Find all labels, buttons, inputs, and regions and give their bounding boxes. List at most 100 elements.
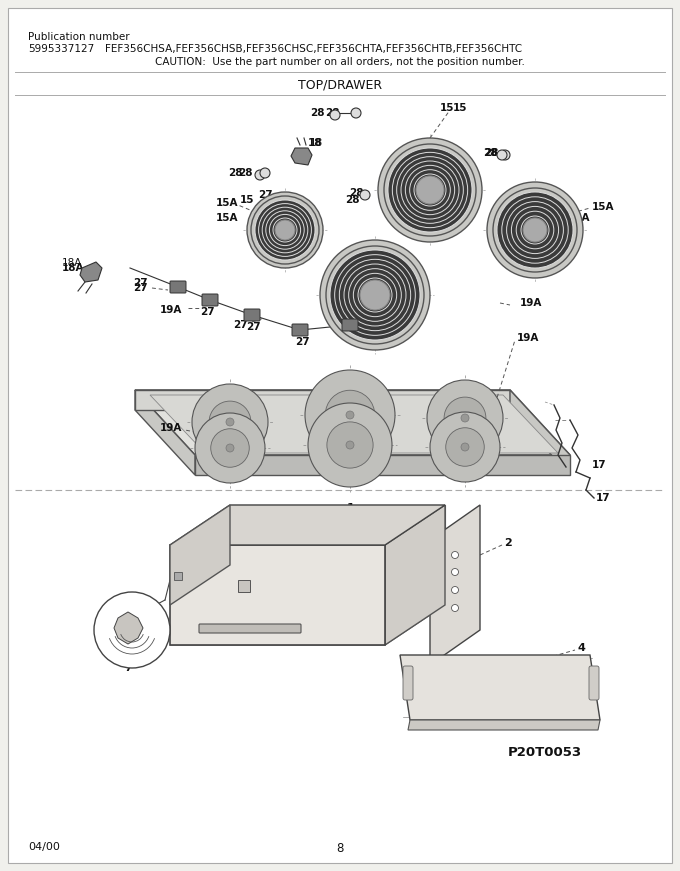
Text: 15A: 15A (592, 202, 615, 212)
Circle shape (330, 110, 340, 120)
Polygon shape (114, 612, 143, 644)
Text: 27: 27 (258, 190, 273, 200)
Text: 18: 18 (310, 138, 323, 148)
Polygon shape (170, 545, 385, 645)
Text: 19: 19 (354, 473, 369, 483)
Circle shape (192, 384, 268, 460)
Circle shape (342, 262, 408, 328)
Circle shape (398, 159, 461, 221)
Text: 27: 27 (200, 307, 215, 317)
Text: CAUTION:  Use the part number on all orders, not the position number.: CAUTION: Use the part number on all orde… (155, 57, 525, 67)
Polygon shape (400, 655, 600, 720)
Circle shape (275, 220, 295, 240)
Text: 15A: 15A (216, 198, 239, 208)
Circle shape (430, 412, 500, 482)
Polygon shape (150, 395, 558, 453)
Circle shape (506, 201, 564, 259)
Circle shape (325, 390, 375, 440)
FancyBboxPatch shape (170, 281, 186, 293)
Circle shape (497, 192, 573, 268)
FancyBboxPatch shape (199, 624, 301, 633)
Text: FEF356CHSA,FEF356CHSB,FEF356CHSC,FEF356CHTA,FEF356CHTB,FEF356CHTC: FEF356CHSA,FEF356CHSB,FEF356CHSC,FEF356C… (105, 44, 522, 54)
FancyBboxPatch shape (589, 666, 599, 700)
Circle shape (497, 150, 507, 160)
Text: 19A: 19A (520, 298, 543, 308)
Circle shape (360, 280, 390, 310)
Text: 28: 28 (483, 148, 498, 158)
Circle shape (346, 411, 354, 419)
Text: 1: 1 (347, 503, 355, 513)
Circle shape (416, 176, 444, 204)
Text: 15: 15 (440, 103, 454, 113)
Circle shape (452, 569, 458, 576)
Circle shape (461, 414, 469, 422)
Text: 15: 15 (453, 103, 468, 113)
Text: 27: 27 (133, 283, 148, 293)
Circle shape (330, 250, 420, 340)
Circle shape (195, 413, 265, 483)
Circle shape (452, 586, 458, 593)
Circle shape (346, 441, 354, 449)
FancyBboxPatch shape (202, 294, 218, 306)
Text: 28: 28 (238, 168, 252, 178)
Text: 18A: 18A (62, 263, 84, 273)
Circle shape (530, 225, 540, 235)
Text: 17: 17 (592, 460, 607, 470)
Polygon shape (135, 390, 195, 475)
Text: 27: 27 (233, 320, 248, 330)
Text: 27: 27 (246, 322, 260, 332)
Polygon shape (135, 390, 570, 455)
Circle shape (209, 402, 251, 442)
Polygon shape (195, 455, 570, 475)
Polygon shape (230, 505, 445, 565)
Circle shape (446, 428, 484, 466)
Circle shape (523, 218, 547, 242)
FancyBboxPatch shape (342, 319, 358, 331)
Polygon shape (170, 505, 445, 545)
Circle shape (94, 592, 170, 668)
Text: 04/00: 04/00 (28, 842, 60, 852)
Text: 18: 18 (308, 138, 322, 148)
Circle shape (427, 380, 503, 456)
Polygon shape (385, 505, 445, 645)
Circle shape (308, 403, 392, 487)
Bar (238, 580, 250, 592)
Circle shape (370, 290, 380, 300)
Circle shape (351, 108, 361, 118)
Circle shape (211, 429, 250, 467)
Text: P20T0053: P20T0053 (508, 746, 582, 759)
Polygon shape (430, 505, 480, 665)
Text: 28: 28 (228, 168, 243, 178)
Text: 5995337127: 5995337127 (28, 44, 95, 54)
Text: 27: 27 (133, 278, 148, 288)
Circle shape (360, 190, 370, 200)
Circle shape (425, 185, 435, 195)
Text: 8: 8 (337, 842, 343, 855)
Circle shape (452, 551, 458, 558)
Text: 15: 15 (240, 195, 254, 205)
Polygon shape (135, 390, 510, 410)
Circle shape (305, 370, 395, 460)
Circle shape (247, 192, 323, 268)
Circle shape (262, 207, 308, 253)
Text: 27: 27 (345, 305, 360, 315)
Text: 2: 2 (504, 538, 512, 548)
Circle shape (226, 418, 234, 426)
Text: 28: 28 (310, 108, 324, 118)
Text: 28: 28 (325, 108, 339, 118)
Circle shape (452, 604, 458, 611)
Text: 28: 28 (345, 195, 360, 205)
Circle shape (327, 422, 373, 468)
Polygon shape (80, 262, 102, 282)
Text: 15: 15 (280, 247, 294, 257)
Text: 19A: 19A (160, 423, 182, 433)
Text: TOP/DRAWER: TOP/DRAWER (298, 78, 382, 91)
Text: 19: 19 (358, 375, 373, 385)
Circle shape (226, 444, 234, 452)
FancyBboxPatch shape (244, 309, 260, 321)
FancyBboxPatch shape (292, 324, 308, 336)
Circle shape (487, 182, 583, 278)
Circle shape (260, 168, 270, 178)
Circle shape (461, 443, 469, 451)
Polygon shape (291, 148, 312, 165)
